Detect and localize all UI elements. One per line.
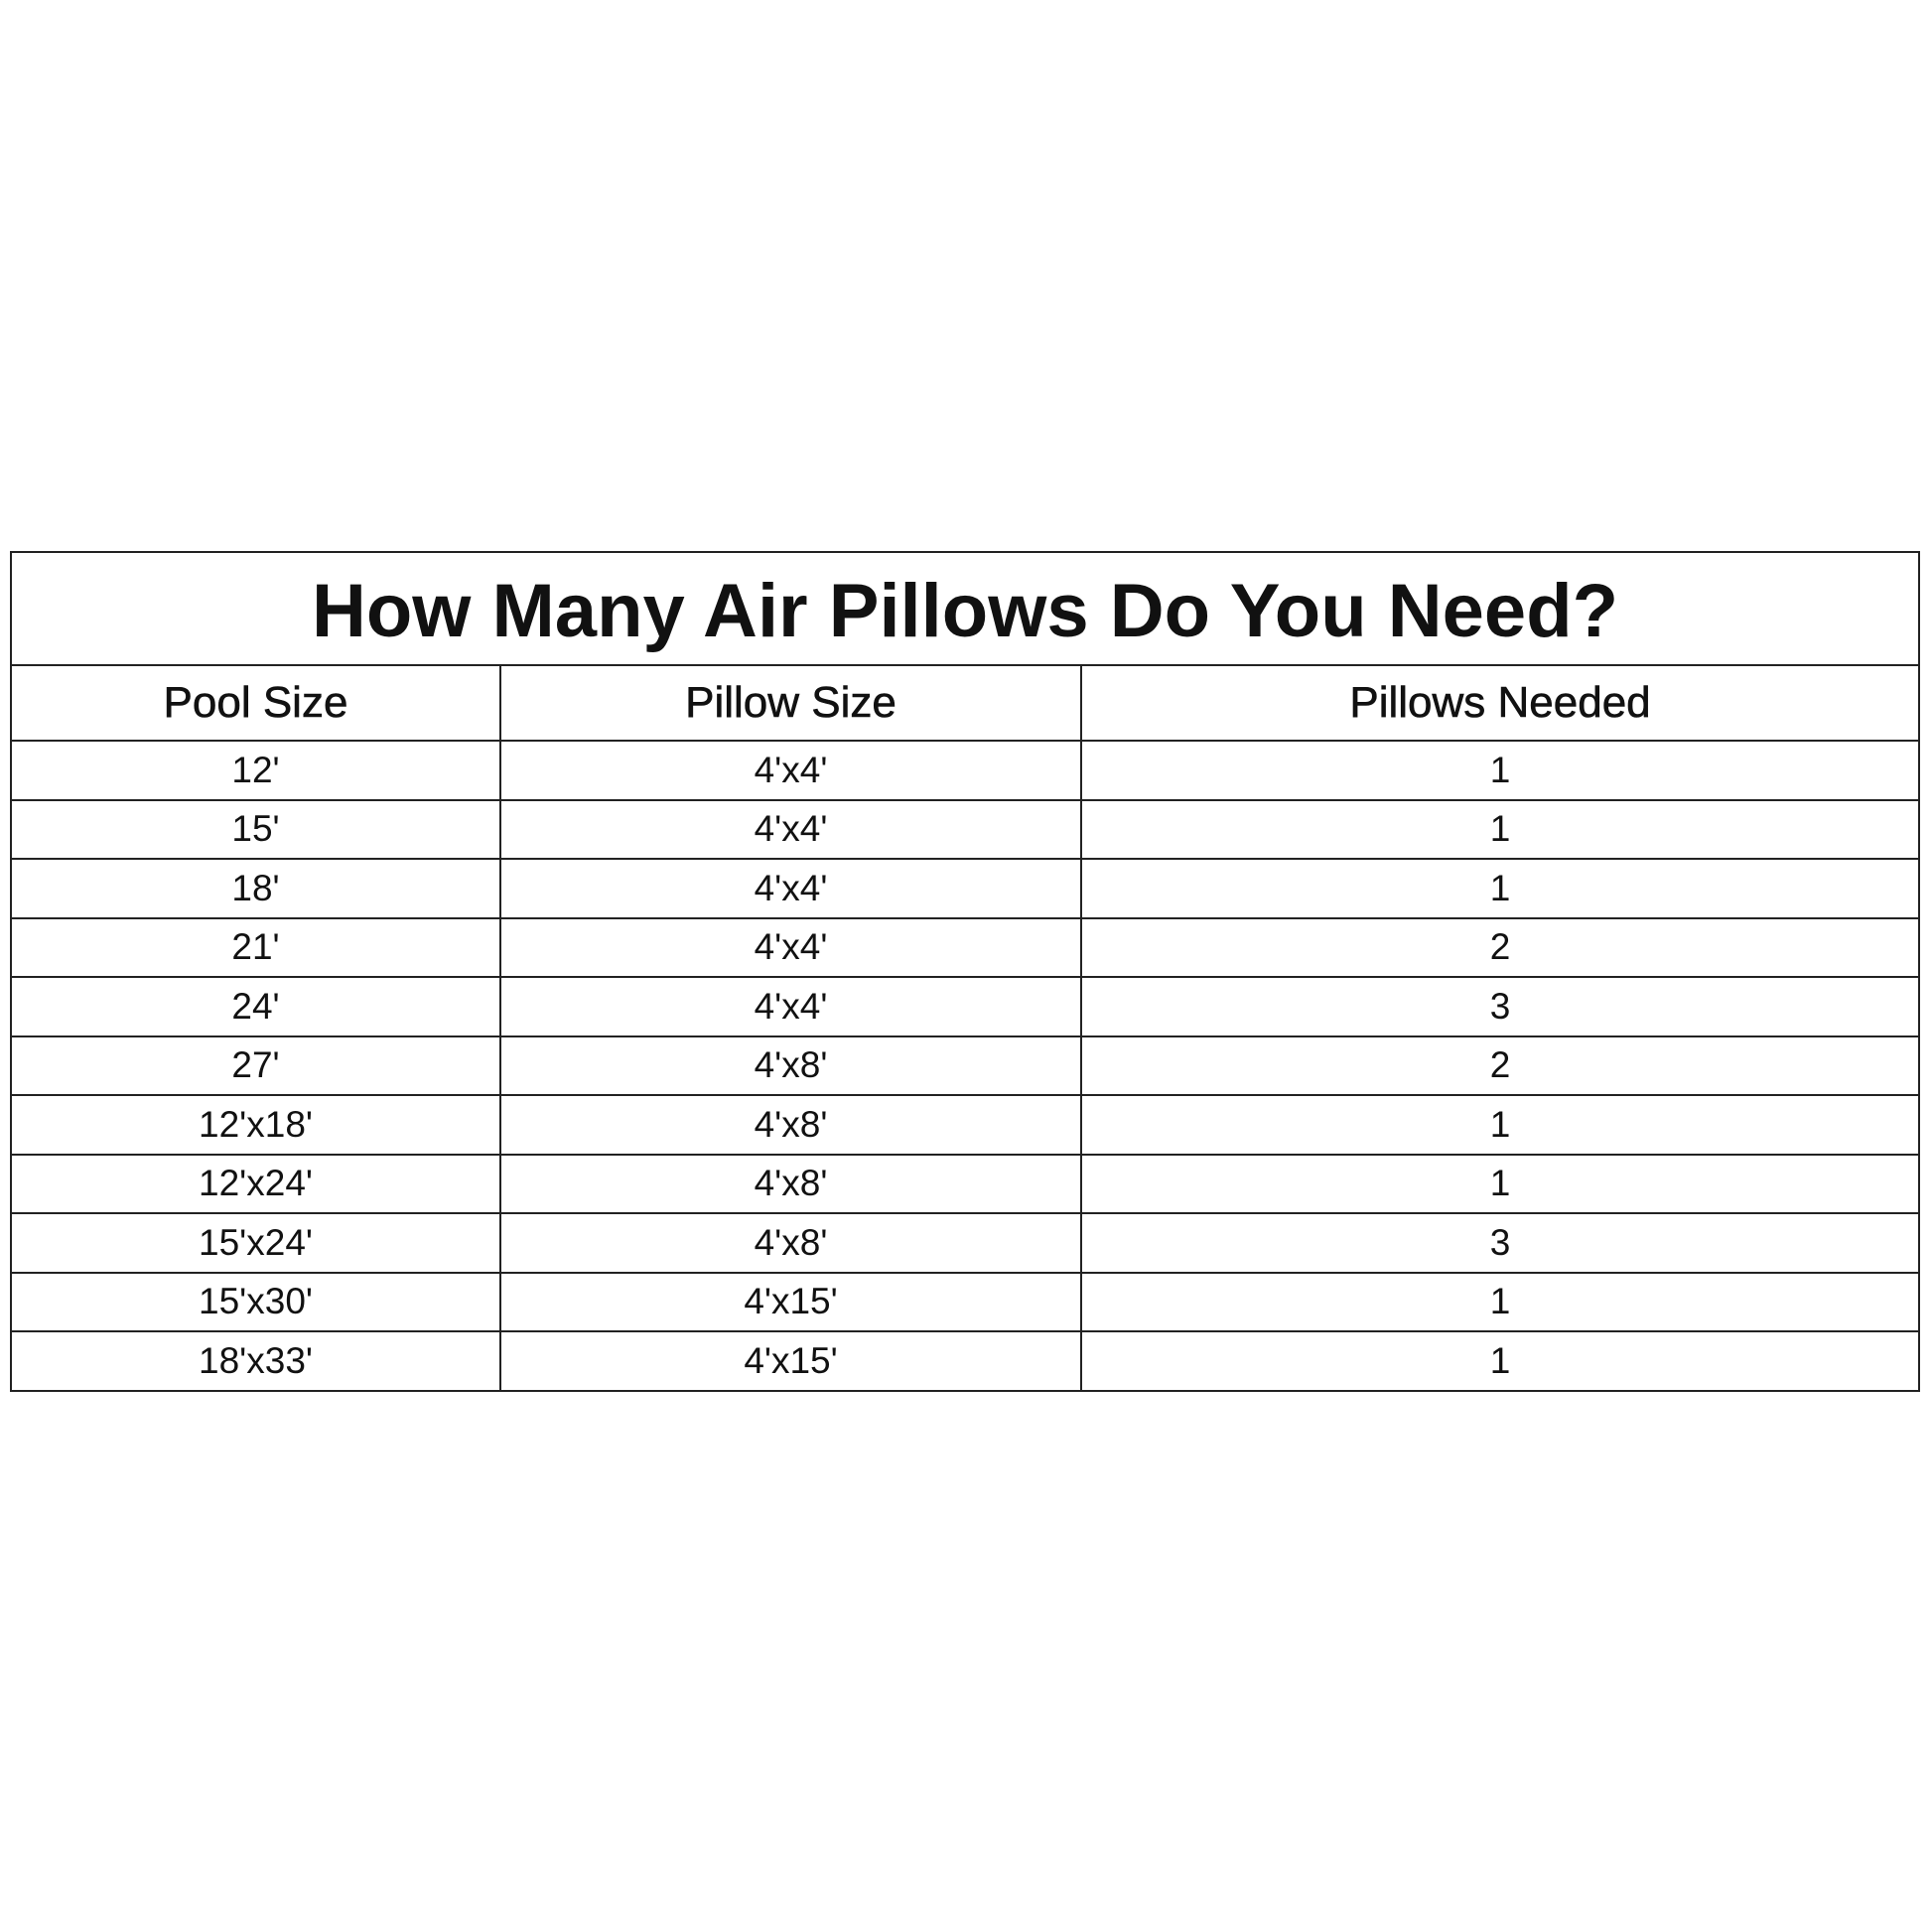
pillows-needed-cell: 1 [1080,858,1920,919]
pillow-size-cell: 4'x15' [499,1271,1082,1332]
pillow-size-cell: 4'x8' [499,1212,1082,1274]
pillow-size-cell: 4'x8' [499,1094,1082,1156]
pool-size-cell: 21' [10,916,501,978]
table-row: 15' 4'x4' 1 [10,798,1920,860]
pool-size-cell: 12' [10,740,501,801]
table-row: 21' 4'x4' 2 [10,916,1920,978]
pillows-needed-cell: 1 [1080,1271,1920,1332]
table-row: 12'x24' 4'x8' 1 [10,1153,1920,1214]
pool-size-cell: 27' [10,1035,501,1096]
pillow-size-cell: 4'x4' [499,858,1082,919]
pillows-needed-cell: 1 [1080,798,1920,860]
table-row: 18' 4'x4' 1 [10,858,1920,919]
table-row: 15'x24' 4'x8' 3 [10,1212,1920,1274]
table-row: 27' 4'x8' 2 [10,1035,1920,1096]
table-row: 12' 4'x4' 1 [10,740,1920,801]
pillows-needed-cell: 1 [1080,1094,1920,1156]
header-pillow-size: Pillow Size [499,664,1082,742]
pillows-needed-cell: 3 [1080,976,1920,1037]
header-pillows-needed: Pillows Needed [1080,664,1920,742]
pillow-size-cell: 4'x15' [499,1330,1082,1392]
pool-size-cell: 24' [10,976,501,1037]
pillows-needed-cell: 1 [1080,1330,1920,1392]
pool-size-cell: 12'x18' [10,1094,501,1156]
pillow-size-cell: 4'x4' [499,976,1082,1037]
pillow-size-cell: 4'x4' [499,740,1082,801]
pillow-size-cell: 4'x4' [499,798,1082,860]
table-row: 18'x33' 4'x15' 1 [10,1330,1920,1392]
table-title: How Many Air Pillows Do You Need? [10,551,1920,666]
pillows-needed-cell: 1 [1080,740,1920,801]
pillow-size-cell: 4'x8' [499,1035,1082,1096]
table-row: 24' 4'x4' 3 [10,976,1920,1037]
pillows-needed-cell: 2 [1080,916,1920,978]
table-row: 12'x18' 4'x8' 1 [10,1094,1920,1156]
pool-size-cell: 12'x24' [10,1153,501,1214]
pool-size-cell: 15' [10,798,501,860]
pillow-size-cell: 4'x8' [499,1153,1082,1214]
pillows-needed-cell: 1 [1080,1153,1920,1214]
pool-size-cell: 18' [10,858,501,919]
pillow-size-cell: 4'x4' [499,916,1082,978]
pool-size-cell: 15'x30' [10,1271,501,1332]
pillows-needed-cell: 3 [1080,1212,1920,1274]
pool-size-cell: 15'x24' [10,1212,501,1274]
table-row: 15'x30' 4'x15' 1 [10,1271,1920,1332]
pool-size-cell: 18'x33' [10,1330,501,1392]
header-row: Pool Size Pillow Size Pillows Needed [10,664,1920,742]
air-pillow-table: How Many Air Pillows Do You Need? Pool S… [10,551,1920,1392]
pillows-needed-cell: 2 [1080,1035,1920,1096]
header-pool-size: Pool Size [10,664,501,742]
